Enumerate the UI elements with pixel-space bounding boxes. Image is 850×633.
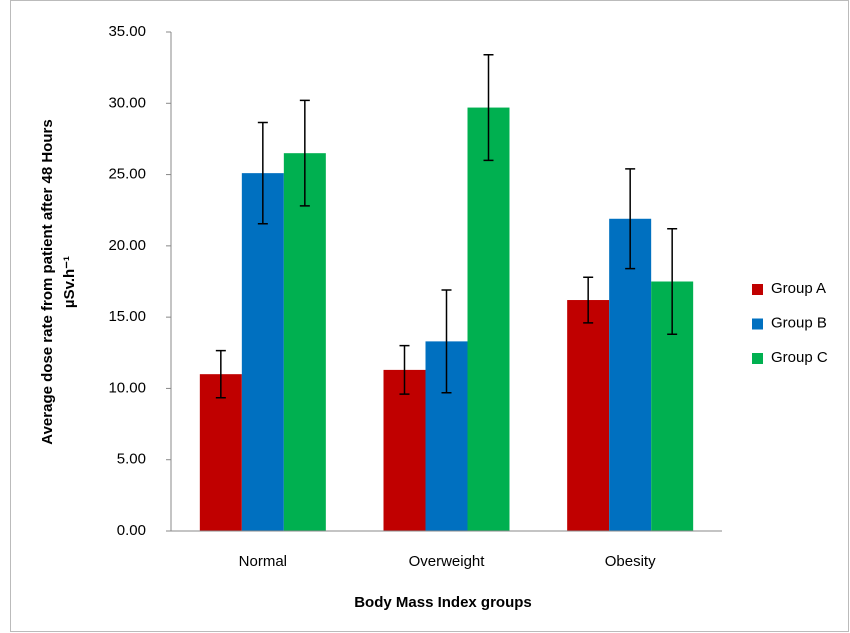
- error-bar: [625, 168, 636, 270]
- legend-swatch: [752, 318, 763, 330]
- bar: [199, 374, 242, 531]
- bar: [567, 300, 610, 531]
- legend-label: Group C: [771, 349, 828, 366]
- y-tick-label: 20.00: [108, 237, 146, 254]
- frame: [10, 0, 849, 632]
- error-bar: [257, 121, 268, 225]
- y-tick-label: 30.00: [108, 94, 146, 111]
- legend-swatch: [752, 284, 763, 295]
- bar: [609, 218, 652, 532]
- y-axis-label-line: Average dose rate from patient after 48 …: [39, 119, 56, 444]
- y-tick-label: 5.00: [117, 451, 146, 468]
- x-tick-label: Obesity: [605, 553, 656, 570]
- error-bar: [399, 344, 410, 395]
- bar: [283, 153, 326, 531]
- bar: [241, 173, 284, 531]
- error-bar: [299, 99, 310, 207]
- y-tick-label: 0.00: [117, 522, 146, 539]
- error-bar: [441, 289, 452, 394]
- x-tick-label: Overweight: [409, 553, 486, 570]
- y-axis-label: Average dose rate from patient after 48 …: [39, 119, 78, 444]
- legend-label: Group B: [771, 314, 827, 331]
- error-bar: [667, 227, 678, 336]
- bar: [383, 369, 426, 531]
- legend-label: Group A: [771, 280, 826, 297]
- y-axis-label-line: µSv.h⁻¹: [61, 256, 78, 308]
- error-bar: [483, 54, 494, 162]
- bar: [467, 107, 510, 531]
- x-tick-label: Normal: [239, 553, 287, 570]
- y-tick-label: 35.00: [108, 23, 146, 40]
- x-axis-label: Body Mass Index groups: [354, 594, 532, 611]
- legend-swatch: [752, 353, 763, 364]
- y-tick-label: 10.00: [108, 379, 146, 396]
- y-tick-label: 15.00: [108, 308, 146, 325]
- y-tick-label: 25.00: [108, 166, 146, 183]
- error-bar: [583, 276, 594, 324]
- error-bar: [215, 349, 226, 399]
